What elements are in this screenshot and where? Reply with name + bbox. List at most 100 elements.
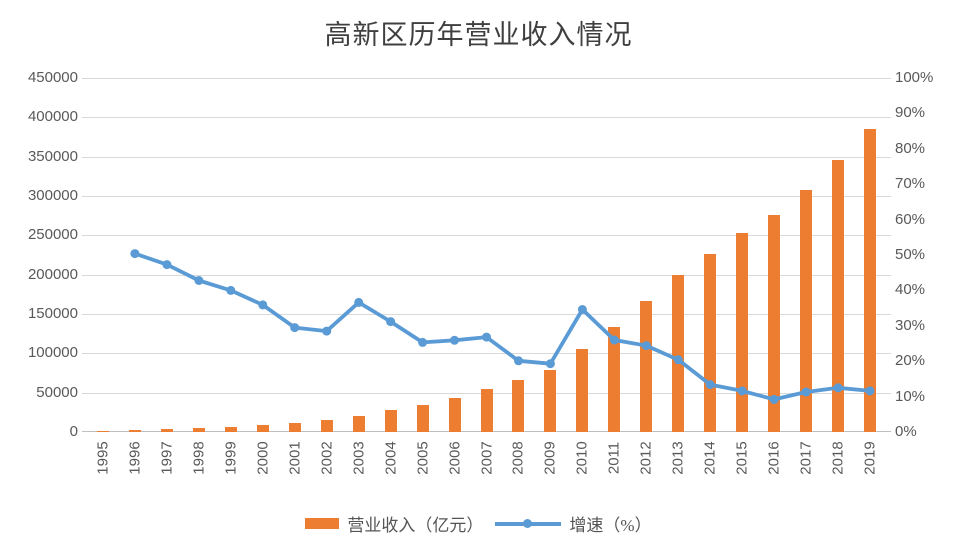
- growth-line-marker: [290, 323, 300, 333]
- left-axis-tick-350000: 350000: [27, 147, 78, 165]
- revenue-bar-2010: [576, 348, 589, 432]
- growth-line-marker: [673, 355, 683, 365]
- x-axis-tick-2000: 2000: [254, 441, 272, 475]
- growth-line-marker: [514, 356, 523, 366]
- x-axis-tick-2010: 2010: [573, 441, 591, 475]
- revenue-bar-2000: [256, 424, 269, 432]
- revenue-bar-swatch-icon: [305, 518, 340, 529]
- gridline: [82, 353, 891, 355]
- x-axis-tick-1998: 1998: [190, 441, 208, 475]
- growth-line-marker: [130, 249, 140, 259]
- gridline: [82, 196, 891, 197]
- revenue-bar-1995: [96, 430, 109, 432]
- revenue-bar-1997: [160, 429, 173, 432]
- legend-revenue-label: 营业收入（亿元）: [347, 516, 484, 535]
- x-axis-tick-1997: 1997: [158, 441, 176, 475]
- right-axis-tick-60%: 60%: [895, 210, 926, 228]
- revenue-bar-2018: [832, 160, 845, 432]
- right-axis-tick-80%: 80%: [895, 139, 926, 157]
- right-axis-tick-20%: 20%: [895, 352, 926, 370]
- legend-item-revenue: 营业收入（亿元）: [305, 511, 483, 536]
- revenue-bar-2005: [416, 404, 429, 432]
- plot-area: [82, 78, 891, 432]
- left-axis-tick-400000: 400000: [27, 108, 78, 126]
- growth-line-marker: [418, 337, 428, 347]
- revenue-bar-2012: [640, 301, 653, 432]
- revenue-bar-2008: [512, 380, 525, 432]
- x-axis-tick-2012: 2012: [637, 441, 655, 475]
- legend-item-growth: 增速（%）: [495, 511, 652, 536]
- chart-title: 高新区历年营业收入情况: [324, 20, 633, 50]
- left-axis-tick-150000: 150000: [27, 305, 78, 322]
- growth-line-marker: [641, 341, 651, 351]
- right-axis-tick-10%: 10%: [895, 387, 926, 405]
- revenue-bar-2002: [320, 419, 333, 432]
- x-axis-tick-2002: 2002: [318, 441, 336, 475]
- gridline: [82, 274, 891, 276]
- revenue-bar-2017: [800, 190, 813, 432]
- left-axis-tick-50000: 50000: [36, 383, 78, 401]
- left-axis-tick-100000: 100000: [27, 344, 78, 362]
- revenue-bar-1996: [128, 430, 141, 432]
- revenue-bar-2001: [288, 422, 301, 432]
- gridline: [82, 314, 891, 315]
- left-axis-tick-0: 0: [69, 423, 78, 440]
- revenue-bar-1999: [224, 426, 237, 432]
- gridline: [82, 156, 891, 158]
- growth-line-marker: [322, 326, 332, 336]
- left-axis-tick-300000: 300000: [27, 187, 78, 204]
- x-axis-tick-2011: 2011: [605, 441, 623, 475]
- x-axis-tick-2016: 2016: [765, 441, 783, 475]
- gridline: [82, 78, 891, 79]
- growth-line-marker: [769, 394, 779, 404]
- right-axis-tick-100%: 100%: [895, 69, 934, 86]
- x-axis-tick-2015: 2015: [733, 441, 751, 475]
- x-axis-tick-2013: 2013: [669, 441, 687, 475]
- x-axis-tick-2018: 2018: [829, 441, 847, 475]
- revenue-bar-2009: [544, 370, 557, 432]
- growth-line-marker: [450, 335, 459, 345]
- revenue-bar-2007: [480, 388, 493, 432]
- x-axis-tick-2014: 2014: [701, 441, 719, 475]
- right-axis-tick-0%: 0%: [895, 423, 917, 440]
- growth-line-marker: [705, 380, 715, 390]
- revenue-bar-2003: [352, 415, 365, 432]
- growth-line-marker: [833, 383, 843, 393]
- x-axis-tick-2004: 2004: [382, 441, 400, 475]
- growth-line-marker: [482, 332, 491, 342]
- gridline: [82, 117, 891, 119]
- x-axis-tick-2017: 2017: [797, 441, 815, 475]
- left-axis-tick-450000: 450000: [27, 69, 78, 86]
- growth-line-marker: [194, 276, 204, 285]
- growth-line-series: [130, 249, 875, 404]
- growth-line-marker: [354, 297, 364, 307]
- x-axis-tick-2009: 2009: [541, 441, 559, 475]
- revenue-bar-2013: [672, 274, 685, 432]
- growth-line-marker: [545, 359, 555, 369]
- revenue-bar-1998: [192, 428, 205, 432]
- growth-line-marker: [737, 386, 747, 396]
- revenue-bar-2011: [608, 327, 621, 432]
- left-axis-tick-200000: 200000: [27, 265, 78, 283]
- growth-line-path: [133, 251, 872, 402]
- growth-line-marker: [162, 260, 172, 270]
- growth-line-marker: [801, 387, 811, 397]
- x-axis-tick-2019: 2019: [861, 441, 879, 475]
- gridline: [82, 235, 891, 237]
- right-axis-tick-40%: 40%: [895, 281, 926, 299]
- x-axis-tick-1999: 1999: [222, 441, 240, 475]
- x-axis-tick-2003: 2003: [350, 441, 368, 475]
- x-axis-tick-2007: 2007: [478, 441, 495, 475]
- revenue-bar-2015: [736, 233, 749, 432]
- x-axis-tick-1996: 1996: [126, 441, 144, 475]
- legend-growth-label: 增速（%）: [569, 516, 652, 535]
- right-axis-tick-30%: 30%: [895, 316, 926, 334]
- growth-line-swatch-icon: [495, 519, 562, 528]
- revenue-bar-2016: [768, 214, 781, 432]
- x-axis-tick-2006: 2006: [446, 441, 464, 475]
- right-axis-tick-70%: 70%: [895, 175, 926, 193]
- growth-line-marker: [258, 300, 268, 310]
- growth-line-marker: [609, 335, 619, 345]
- growth-line-marker: [577, 305, 587, 314]
